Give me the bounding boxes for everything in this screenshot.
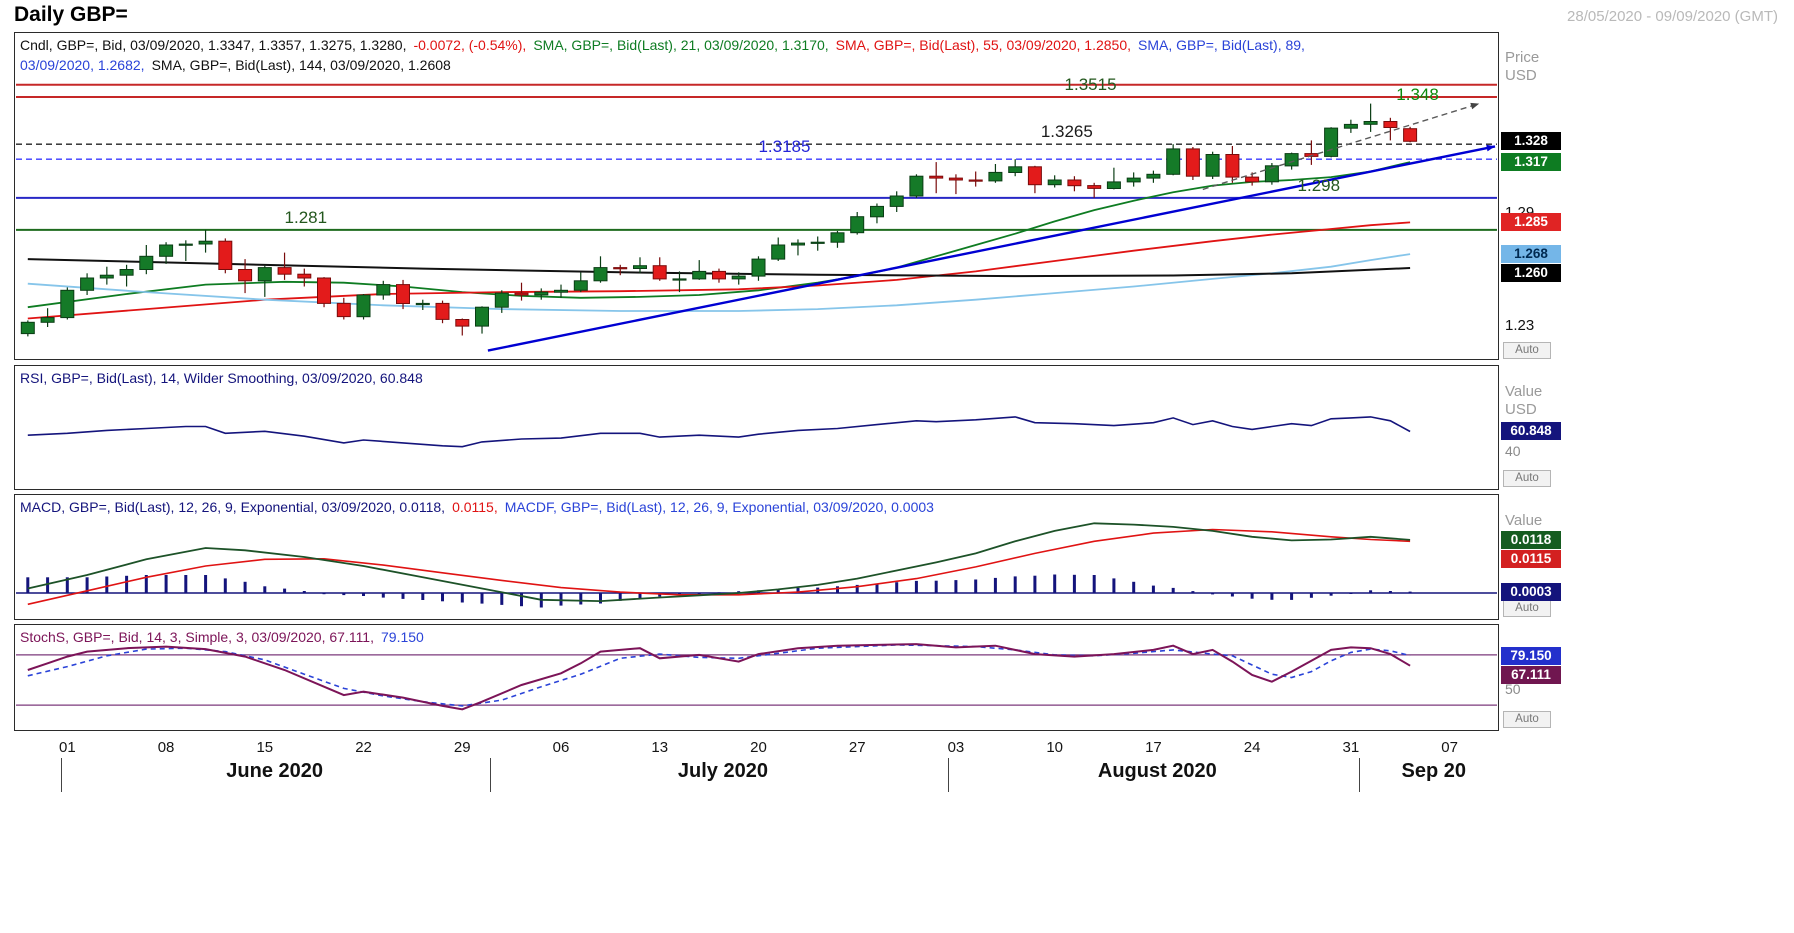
legend-segment[interactable]: -0.0072, (-0.54%), [413, 37, 527, 53]
legend-segment[interactable]: SMA, GBP=, Bid(Last), 144, 03/09/2020, 1… [151, 57, 451, 73]
price-level-label: 1.281 [284, 207, 328, 227]
price-level-label: 1.298 [1297, 175, 1341, 195]
x-axis-month-label: July 2020 [677, 760, 768, 782]
price-axis-badge: 1.268 [1501, 245, 1561, 264]
axis-plain-label: 1.23 [1505, 317, 1535, 335]
legend-segment[interactable]: RSI, GBP=, Bid(Last), 14, Wilder Smoothi… [20, 370, 423, 386]
macd-axis-badge: 0.0003 [1501, 582, 1561, 601]
stoch-auto-scale-button[interactable]: Auto [1503, 711, 1551, 728]
x-axis-day-label: 20 [750, 739, 767, 756]
rsi-legend[interactable]: RSI, GBP=, Bid(Last), 14, Wilder Smoothi… [20, 369, 430, 388]
rsi-auto-scale-button[interactable]: Auto [1503, 470, 1551, 487]
x-axis-day-label: 07 [1441, 739, 1458, 756]
x-axis-day-label: 29 [453, 739, 471, 756]
stoch-axis-badge: 79.150 [1501, 646, 1561, 665]
x-axis-day-label: 10 [1046, 739, 1064, 756]
legend-segment[interactable]: 79.150 [381, 629, 424, 645]
rsi-axis-currency: USD [1505, 401, 1537, 418]
x-axis-day-label: 03 [947, 739, 965, 756]
macd-axis-badge: 0.0115 [1501, 549, 1561, 568]
legend-segment[interactable]: SMA, GBP=, Bid(Last), 21, 03/09/2020, 1.… [533, 37, 829, 53]
stoch-axis-badge: 67.111 [1501, 665, 1561, 684]
price-axis-currency: USD [1505, 67, 1537, 84]
month-divider [489, 758, 491, 792]
price-axis-badge: 1.285 [1501, 213, 1561, 232]
price-legend-line2[interactable]: 03/09/2020, 1.2682, SMA, GBP=, Bid(Last),… [20, 56, 458, 75]
x-axis-day-label: 15 [256, 739, 274, 756]
x-axis-day-label: 17 [1145, 739, 1162, 756]
legend-segment[interactable]: SMA, GBP=, Bid(Last), 89, [1138, 37, 1305, 53]
x-axis-month-label: June 2020 [226, 760, 324, 782]
legend-segment[interactable]: MACD, GBP=, Bid(Last), 12, 26, 9, Expone… [20, 499, 446, 515]
stoch-legend[interactable]: StochS, GBP=, Bid, 14, 3, Simple, 3, 03/… [20, 628, 431, 647]
x-axis-day-label: 01 [58, 739, 76, 756]
price-level-label: 1.3185 [758, 137, 811, 157]
axis-plain-label: 50 [1505, 681, 1521, 697]
macd-legend[interactable]: MACD, GBP=, Bid(Last), 12, 26, 9, Expone… [20, 498, 941, 517]
x-axis-day-label: 27 [848, 739, 866, 756]
price-axis-title: Price [1505, 49, 1540, 66]
price-level-label: 1.3515 [1064, 75, 1117, 95]
page-title: Daily GBP= [14, 3, 128, 26]
x-axis-day-label: 06 [552, 739, 570, 756]
month-divider [1358, 758, 1360, 792]
x-axis-day-label: 31 [1342, 739, 1360, 756]
legend-segment[interactable]: Cndl, GBP=, Bid, 03/09/2020, 1.3347, 1.3… [20, 37, 407, 53]
price-axis-badge: 1.260 [1501, 264, 1561, 283]
macd-auto-scale-button[interactable]: Auto [1503, 600, 1551, 617]
legend-segment[interactable]: 03/09/2020, 1.2682, [20, 57, 145, 73]
annotation-price-label: 1.348 [1396, 85, 1439, 105]
price-axis-badge: 1.328 [1501, 132, 1561, 151]
rsi-axis-title: Value [1505, 383, 1543, 400]
month-divider [948, 758, 950, 792]
rsi-axis-badge: 60.848 [1501, 422, 1561, 441]
x-axis-day-label: 13 [651, 739, 669, 756]
x-axis-day-label: 08 [157, 739, 175, 756]
legend-segment[interactable]: 0.0115, [452, 499, 498, 515]
legend-segment[interactable]: StochS, GBP=, Bid, 14, 3, Simple, 3, 03/… [20, 629, 374, 645]
month-divider [61, 758, 63, 792]
x-axis-day-label: 22 [355, 739, 372, 756]
x-axis-day-label: 24 [1243, 739, 1261, 756]
legend-segment[interactable]: SMA, GBP=, Bid(Last), 55, 03/09/2020, 1.… [835, 37, 1132, 53]
macd-axis-badge: 0.0118 [1501, 530, 1561, 549]
axis-plain-label: 40 [1505, 442, 1521, 459]
price-axis-badge: 1.317 [1501, 153, 1561, 172]
date-range: 28/05/2020 - 09/09/2020 (GMT) [1567, 8, 1778, 25]
x-axis-month-label: Sep 20 [1401, 760, 1467, 782]
price-panel[interactable] [14, 32, 1499, 360]
price-auto-scale-button[interactable]: Auto [1503, 342, 1551, 359]
macd-axis-title: Value [1505, 512, 1543, 529]
legend-segment[interactable]: MACDF, GBP=, Bid(Last), 12, 26, 9, Expon… [504, 499, 934, 515]
price-legend-line1[interactable]: Cndl, GBP=, Bid, 03/09/2020, 1.3347, 1.3… [20, 36, 1312, 55]
price-level-label: 1.3265 [1040, 122, 1093, 142]
x-axis-month-label: August 2020 [1097, 760, 1217, 782]
